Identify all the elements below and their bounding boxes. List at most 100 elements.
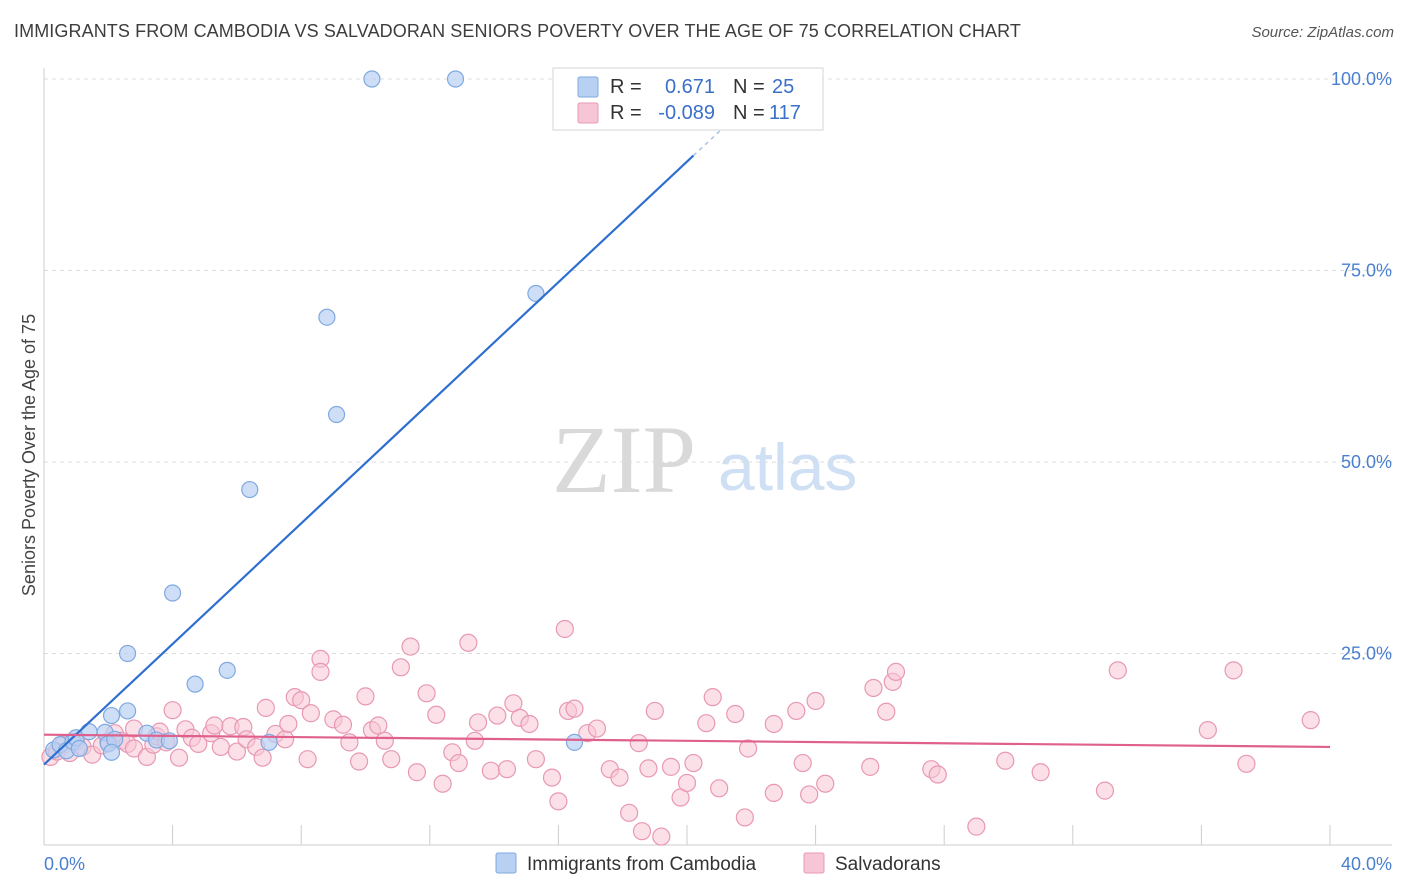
legend-n-label-2: N = xyxy=(733,102,765,124)
cambodia-point xyxy=(102,706,121,725)
salvadorans-point xyxy=(449,753,468,773)
salvadorans-trend-line xyxy=(43,733,1331,749)
salvadorans-point xyxy=(205,716,224,735)
cambodia-point xyxy=(118,702,137,720)
source-credit: Source: ZipAtlas.com xyxy=(1251,24,1394,41)
salvadorans-point xyxy=(726,704,745,724)
salvadorans-point xyxy=(391,658,410,677)
watermark-atlas: atlas xyxy=(718,430,857,504)
salvadorans-point xyxy=(1301,711,1320,730)
salvadorans-point xyxy=(301,704,320,723)
salvadorans-point xyxy=(488,706,507,725)
salvadorans-point xyxy=(620,803,639,822)
cambodia-point xyxy=(318,308,336,326)
salvadorans-point xyxy=(555,619,574,639)
salvadorans-point xyxy=(697,714,716,733)
salvadorans-point xyxy=(793,753,812,773)
cambodia-trend-line xyxy=(43,154,695,766)
legend-r-value-1: 0.671 xyxy=(665,76,715,98)
salvadorans-point xyxy=(369,716,388,735)
salvadorans-point xyxy=(1108,661,1127,680)
salvadorans-point xyxy=(996,751,1015,770)
salvadorans-point xyxy=(340,733,359,752)
salvadorans-point xyxy=(407,763,427,782)
watermark-zip: ZIP xyxy=(552,406,696,513)
cambodia-point xyxy=(241,480,259,499)
salvadorans-point xyxy=(526,750,545,769)
salvadorans-point xyxy=(481,761,500,780)
salvadorans-point xyxy=(382,750,401,769)
salvadorans-point xyxy=(610,768,629,787)
legend-r-label-1: R = xyxy=(610,76,642,98)
cambodia-point xyxy=(446,70,465,88)
salvadorans-point xyxy=(645,701,664,721)
salvadorans-point xyxy=(253,748,272,767)
legend-n-value-2: 117 xyxy=(769,102,801,124)
salvadorans-point xyxy=(677,773,697,793)
cambodia-point xyxy=(102,743,121,761)
y-tick-label-25: 25.0% xyxy=(1341,644,1392,664)
cambodia-point xyxy=(70,739,88,758)
gridlines: 25.0% 50.0% 75.0% 100.0% xyxy=(44,69,1392,664)
salvadorans-point xyxy=(639,759,658,778)
cambodia-point xyxy=(363,70,381,88)
chart-title: IMMIGRANTS FROM CAMBODIA VS SALVADORAN S… xyxy=(14,21,1021,41)
salvadorans-point xyxy=(292,691,311,710)
salvadorans-point xyxy=(1095,781,1115,800)
salvadorans-point xyxy=(632,822,652,841)
salvadorans-point xyxy=(211,737,230,757)
salvadorans-point xyxy=(375,731,394,750)
cambodia-point xyxy=(164,584,182,602)
legend-swatch-cambodia xyxy=(577,76,599,98)
salvadorans-point xyxy=(333,715,353,734)
salvadorans-point xyxy=(864,678,883,698)
salvadorans-point xyxy=(520,714,539,734)
salvadorans-point xyxy=(806,691,825,711)
salvadorans-point xyxy=(861,757,880,776)
salvadorans-point xyxy=(703,688,722,707)
salvadorans-point xyxy=(417,684,436,703)
salvadorans-point xyxy=(401,637,420,656)
y-axis-title: Seniors Poverty Over the Age of 75 xyxy=(19,314,39,596)
salvadorans-points xyxy=(41,619,1320,846)
salvadorans-point xyxy=(565,699,584,718)
series-legend-label-cambodia: Immigrants from Cambodia xyxy=(527,854,757,875)
salvadorans-point xyxy=(465,731,484,750)
salvadorans-point xyxy=(877,702,896,721)
series-legend-swatch-salvadorans xyxy=(803,852,825,874)
salvadorans-point xyxy=(886,662,906,681)
salvadorans-point xyxy=(497,760,517,779)
salvadorans-point xyxy=(1224,661,1243,680)
salvadorans-point xyxy=(311,662,330,681)
salvadorans-point xyxy=(684,753,703,773)
salvadorans-point xyxy=(279,714,298,734)
legend-r-label-2: R = xyxy=(610,102,642,124)
salvadorans-point xyxy=(1198,720,1217,740)
salvadorans-point xyxy=(800,785,819,804)
salvadorans-point xyxy=(1031,763,1050,782)
salvadorans-point xyxy=(356,687,375,706)
salvadorans-point xyxy=(928,765,947,784)
x-tick-label-max: 40.0% xyxy=(1341,854,1392,874)
legend-n-value-1: 25 xyxy=(772,76,794,98)
salvadorans-point xyxy=(738,739,758,758)
salvadorans-point xyxy=(433,774,452,793)
salvadorans-point xyxy=(629,734,648,753)
salvadorans-point xyxy=(459,633,478,652)
salvadorans-point xyxy=(468,713,488,732)
stats-legend: R = 0.671 N = 25 R = -0.089 N = 117 xyxy=(552,67,824,131)
cambodia-point xyxy=(327,405,346,424)
salvadorans-point xyxy=(787,701,806,721)
cambodia-point xyxy=(118,644,137,663)
salvadorans-point xyxy=(256,698,275,717)
salvadorans-point xyxy=(276,730,295,749)
legend-r-value-2: -0.089 xyxy=(658,102,715,124)
axes xyxy=(43,68,1392,846)
salvadorans-point xyxy=(427,705,446,724)
salvadorans-point xyxy=(587,719,607,738)
salvadorans-point xyxy=(764,714,783,734)
cambodia-point xyxy=(186,675,204,693)
y-tick-label-75: 75.0% xyxy=(1341,261,1392,281)
salvadorans-point xyxy=(227,742,246,761)
